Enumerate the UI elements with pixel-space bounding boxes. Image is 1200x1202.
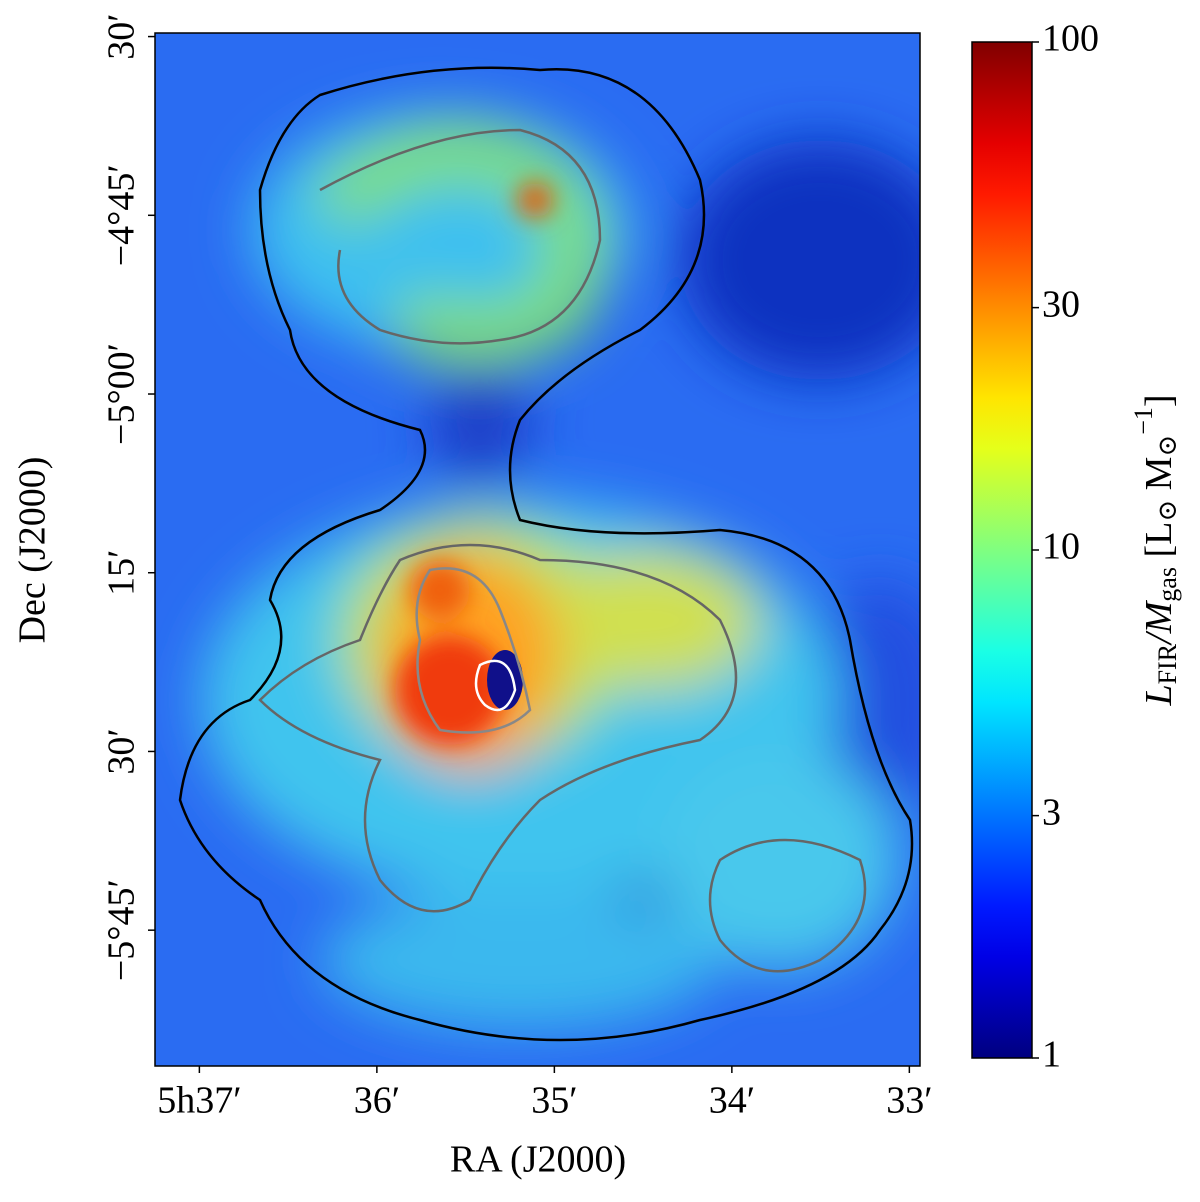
x-axis-label: RA (J2000) (450, 1139, 626, 1181)
colorbar-tick-label: 10 (1042, 526, 1080, 568)
y-tick-label: −5°00′ (101, 343, 143, 445)
x-tick-label: 34′ (709, 1080, 755, 1122)
y-tick-label: −4°45′ (101, 164, 143, 266)
colorbar-tick-label: 1 (1042, 1034, 1061, 1076)
y-tick-label: 30′ (101, 13, 143, 59)
colorbar-label-part: gas (1153, 567, 1182, 602)
colorbar-label-part: /M (1138, 599, 1180, 646)
colorbar-label-part: ⊙ (1153, 500, 1182, 522)
y-tick-label: 30′ (101, 728, 143, 774)
x-tick-label: 36′ (354, 1080, 400, 1122)
colorbar-label-part: M (1138, 457, 1180, 500)
colorbar-label-part: −1 (1129, 407, 1158, 435)
colorbar-label-part: ] (1138, 394, 1180, 407)
y-tick-label: −5°45′ (101, 879, 143, 981)
contours (178, 66, 914, 1042)
x-tick-label: 5h37′ (157, 1080, 241, 1122)
colorbar (971, 41, 1033, 1059)
colorbar-label-part: FIR (1153, 643, 1182, 684)
plot-frame (154, 32, 921, 1067)
colorbar-label-part: L (1138, 684, 1180, 706)
map-image (155, 33, 920, 1066)
x-tick-label: 35′ (531, 1080, 577, 1122)
x-tick-label: 33′ (886, 1080, 932, 1122)
y-tick-label: 15′ (101, 550, 143, 596)
y-axis-label: Dec (J2000) (12, 457, 54, 644)
colorbar-label-part: ⊙ (1153, 435, 1182, 457)
colorbar-label: LFIR/Mgas [L⊙ M⊙−1] (1129, 394, 1182, 706)
colorbar-tick-label: 30 (1042, 283, 1080, 325)
colorbar-tick-label: 3 (1042, 791, 1061, 833)
colorbar-tick-label: 100 (1042, 18, 1099, 60)
colorbar-label-part: [L (1138, 522, 1180, 567)
